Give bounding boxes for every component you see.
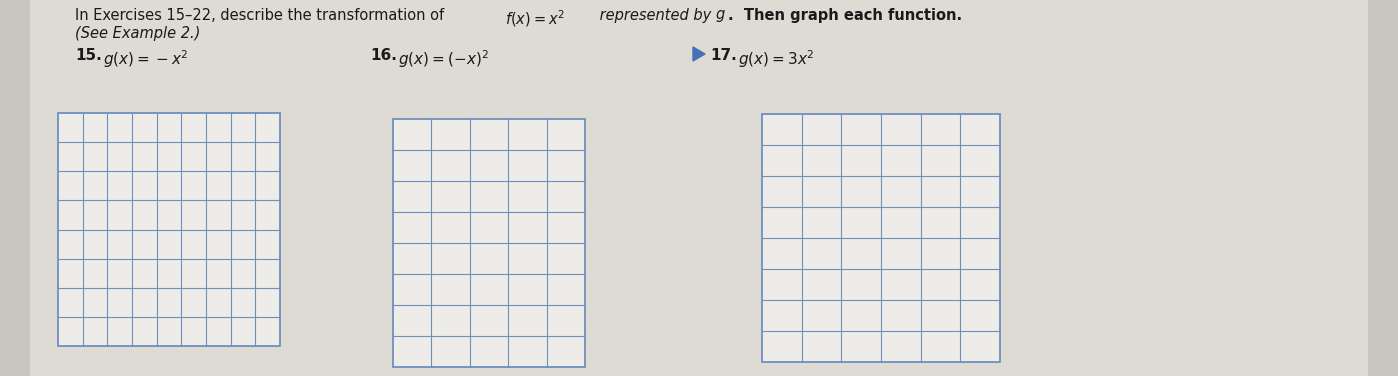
Text: $f(x) = x^2$: $f(x) = x^2$ xyxy=(505,8,565,29)
Text: $g(x) = -x^2$: $g(x) = -x^2$ xyxy=(103,48,189,70)
Text: In Exercises 15–22, describe the transformation of: In Exercises 15–22, describe the transfo… xyxy=(75,8,449,23)
Text: .  Then graph each function.: . Then graph each function. xyxy=(728,8,962,23)
Text: $g$: $g$ xyxy=(714,8,726,24)
Text: $g(x) = (-x)^2$: $g(x) = (-x)^2$ xyxy=(398,48,489,70)
Text: 16.: 16. xyxy=(370,48,397,63)
Text: $g(x) = 3x^2$: $g(x) = 3x^2$ xyxy=(738,48,815,70)
Text: (See Example 2.): (See Example 2.) xyxy=(75,26,200,41)
Bar xyxy=(57,113,280,346)
Text: 15.: 15. xyxy=(75,48,102,63)
Text: represented by: represented by xyxy=(596,8,716,23)
Bar xyxy=(393,119,584,367)
Polygon shape xyxy=(693,47,705,61)
Bar xyxy=(762,114,1000,362)
Text: 17.: 17. xyxy=(710,48,737,63)
